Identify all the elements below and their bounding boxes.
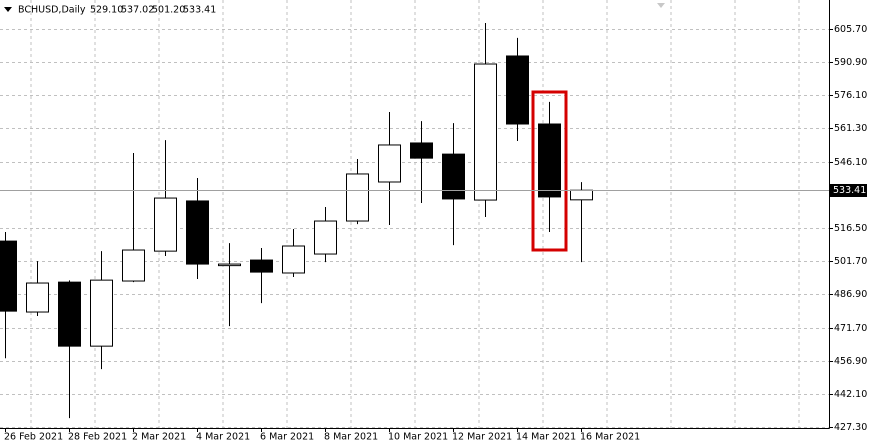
candle-body: [570, 189, 593, 201]
x-tick-label: 26 Feb 2021: [4, 432, 63, 443]
candle-body: [186, 200, 209, 265]
y-tick-label: 590.90: [834, 57, 867, 68]
vertical-grid: [0, 0, 829, 428]
current-price-tag: [830, 184, 867, 197]
candle-body: [538, 123, 561, 198]
y-tick-label: 456.90: [834, 356, 867, 367]
candle-body: [58, 281, 81, 347]
y-tick-label: 516.50: [834, 223, 867, 234]
y-tick-label: 442.10: [834, 389, 867, 400]
y-tick-label: 561.30: [834, 123, 867, 134]
candle-body: [346, 173, 369, 222]
candle-body: [26, 282, 49, 313]
x-tick-label: 10 Mar 2021: [388, 432, 448, 443]
highlight-box: [531, 90, 568, 252]
x-tick-label: 8 Mar 2021: [324, 432, 378, 443]
ohlc-close: 533.41: [183, 5, 216, 16]
candle-body: [506, 55, 529, 125]
candle-body: [378, 144, 401, 183]
candle-body: [90, 279, 113, 347]
y-tick-label: 546.10: [834, 157, 867, 168]
scroll-marker: [657, 3, 665, 8]
ohlc-high: 537.02: [121, 5, 154, 16]
candle-body: [410, 142, 433, 159]
x-tick-label: 14 Mar 2021: [516, 432, 576, 443]
y-tick-label: 605.70: [834, 24, 867, 35]
candle-body: [314, 220, 337, 255]
candle-body: [154, 197, 177, 252]
y-tick-label: 576.10: [834, 90, 867, 101]
x-tick-label: 12 Mar 2021: [452, 432, 512, 443]
x-tick-label: 28 Feb 2021: [68, 432, 127, 443]
x-tick-label: 4 Mar 2021: [196, 432, 250, 443]
candle-body: [122, 249, 145, 282]
plot: [0, 22, 593, 419]
x-tick-label: 2 Mar 2021: [132, 432, 186, 443]
candle-body: [282, 245, 305, 274]
candle-body: [442, 153, 465, 200]
x-tick-label: 16 Mar 2021: [580, 432, 640, 443]
y-tick-label: 427.30: [834, 422, 867, 433]
candle-body: [474, 63, 497, 201]
candle-body: [218, 263, 241, 267]
menu-arrow[interactable]: [4, 7, 12, 12]
current-price-label: 533.41: [833, 185, 866, 196]
y-tick-label: 486.90: [834, 289, 867, 300]
candle-body: [250, 259, 273, 273]
candle-body: [0, 240, 17, 312]
ohlc-low: 501.20: [152, 5, 185, 16]
ohlc-open: 529.10: [90, 5, 123, 16]
y-tick-label: 471.70: [834, 323, 867, 334]
chart-title: BCHUSD,Daily: [18, 5, 86, 16]
y-tick-label: 501.70: [834, 256, 867, 267]
x-tick-label: 6 Mar 2021: [260, 432, 314, 443]
